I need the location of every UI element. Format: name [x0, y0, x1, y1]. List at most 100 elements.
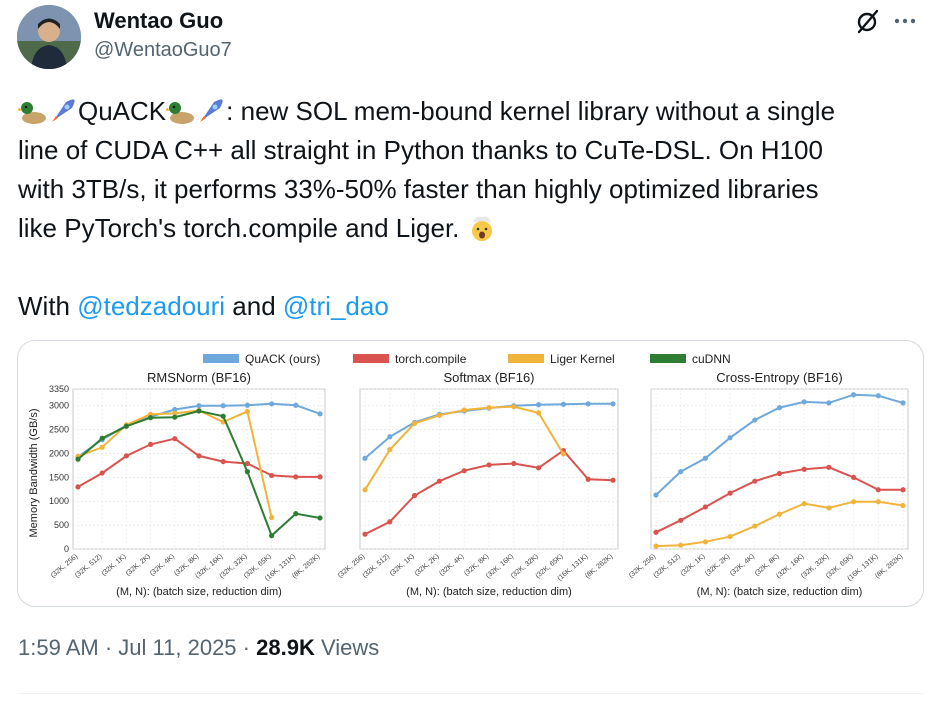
data-point	[900, 502, 906, 509]
data-point	[875, 499, 881, 505]
data-point	[776, 511, 783, 517]
y-tick-label: 500	[54, 520, 69, 530]
mention-tedzadouri[interactable]: @tedzadouri	[77, 291, 226, 321]
x-tick-label: (32K, 4K)	[149, 553, 176, 577]
x-tick-label: (32K, 2K)	[704, 553, 731, 577]
data-point	[752, 417, 758, 423]
duck-emoji-icon	[18, 102, 46, 124]
data-point	[269, 401, 275, 407]
data-point	[220, 458, 226, 465]
data-point	[727, 435, 733, 441]
more-dots-icon[interactable]	[892, 8, 918, 34]
data-point	[293, 511, 299, 517]
data-point	[387, 447, 393, 453]
divider	[18, 693, 924, 694]
attached-chart-image[interactable]: QuACK (ours) torch.compile Liger Kernel cuD…	[17, 340, 924, 607]
data-point	[610, 477, 616, 483]
data-point	[244, 402, 250, 408]
data-point	[653, 543, 659, 549]
data-point	[801, 399, 807, 405]
data-point	[826, 505, 832, 511]
y-axis-label: Memory Bandwidth (GB/s)	[28, 409, 40, 538]
data-point	[436, 412, 442, 418]
tweet-line-1-text: : new SOL mem-bound kernel library witho…	[226, 96, 836, 126]
x-tick-label: (8K, 262K)	[584, 553, 614, 580]
grok-icon[interactable]	[855, 8, 881, 34]
data-point	[461, 468, 467, 474]
data-point	[196, 408, 202, 414]
data-point	[75, 484, 81, 490]
legend-label: QuACK (ours)	[245, 352, 320, 366]
author-name[interactable]: Wentao Guo	[94, 8, 224, 33]
data-point	[99, 435, 105, 441]
tweet-time[interactable]: 1:59 AM	[18, 635, 99, 660]
avatar[interactable]	[17, 5, 81, 69]
tweet-date[interactable]: Jul 11, 2025	[118, 635, 237, 660]
blank-line	[18, 248, 918, 287]
y-tick-label: 2500	[49, 425, 69, 435]
y-tick-label: 1000	[49, 496, 69, 506]
x-tick-label: (32K, 1K)	[389, 553, 416, 577]
data-point	[99, 444, 105, 450]
tweet-line-4: like PyTorch's torch.compile and Liger.	[18, 209, 918, 248]
data-point	[293, 402, 299, 408]
legend-label: cuDNN	[692, 352, 731, 366]
x-tick-label: (32K, 2K)	[125, 553, 152, 577]
data-point	[148, 415, 154, 421]
data-point	[560, 401, 567, 407]
data-point	[436, 478, 442, 484]
data-point	[560, 451, 567, 457]
data-point	[362, 455, 368, 461]
data-point	[244, 460, 250, 467]
data-point	[387, 519, 393, 525]
data-point	[172, 410, 178, 416]
data-point	[293, 474, 299, 480]
data-point	[412, 420, 418, 426]
data-point	[585, 401, 591, 407]
data-point	[900, 487, 906, 493]
y-tick-label: 0	[64, 544, 69, 554]
data-point	[536, 410, 542, 416]
data-point	[196, 453, 202, 459]
data-point	[99, 470, 105, 476]
data-point	[196, 403, 202, 409]
data-point	[900, 400, 906, 406]
x-tick-label: (32K, 1K)	[680, 553, 707, 577]
chart-title: Cross-Entropy (BF16)	[716, 370, 842, 385]
data-point	[801, 501, 807, 507]
and-text: and	[232, 291, 276, 321]
tweet-line-4-text: like PyTorch's torch.compile and Liger.	[18, 213, 460, 243]
data-point	[702, 455, 709, 461]
data-point	[678, 542, 684, 548]
legend-label: torch.compile	[395, 352, 467, 366]
author-handle[interactable]: @WentaoGuo7	[94, 39, 232, 61]
data-point	[801, 466, 807, 472]
x-axis-label: (M, N): (batch size, reduction dim)	[697, 586, 863, 598]
x-tick-label: (32K, 4K)	[729, 553, 756, 577]
data-point	[702, 539, 709, 545]
legend-swatch	[650, 354, 686, 363]
data-point	[172, 406, 178, 413]
legend-swatch	[353, 354, 389, 363]
data-point	[461, 407, 467, 413]
x-tick-label: (32K, 2K)	[414, 553, 441, 577]
y-tick-label: 2000	[49, 448, 69, 458]
data-point	[776, 470, 783, 477]
data-point	[172, 436, 178, 442]
data-point	[123, 423, 129, 429]
exploding-head-emoji-icon	[471, 216, 492, 241]
data-point	[826, 400, 832, 406]
meta-separator: ·	[104, 635, 113, 660]
data-point	[511, 460, 517, 467]
mention-tri-dao[interactable]: @tri_dao	[282, 291, 389, 321]
data-point	[875, 393, 881, 399]
data-point	[511, 404, 517, 410]
data-point	[727, 490, 733, 496]
data-point	[317, 515, 323, 521]
tweet-meta: 1:59 AM · Jul 11, 2025 · 28.9K Views	[18, 635, 379, 661]
tweet-line-with: With @tedzadouri and @tri_dao	[18, 287, 918, 326]
chart-title: Softmax (BF16)	[443, 370, 534, 385]
x-tick-label: (32K, 4K)	[438, 553, 465, 577]
data-point	[220, 403, 226, 409]
data-point	[610, 401, 616, 407]
